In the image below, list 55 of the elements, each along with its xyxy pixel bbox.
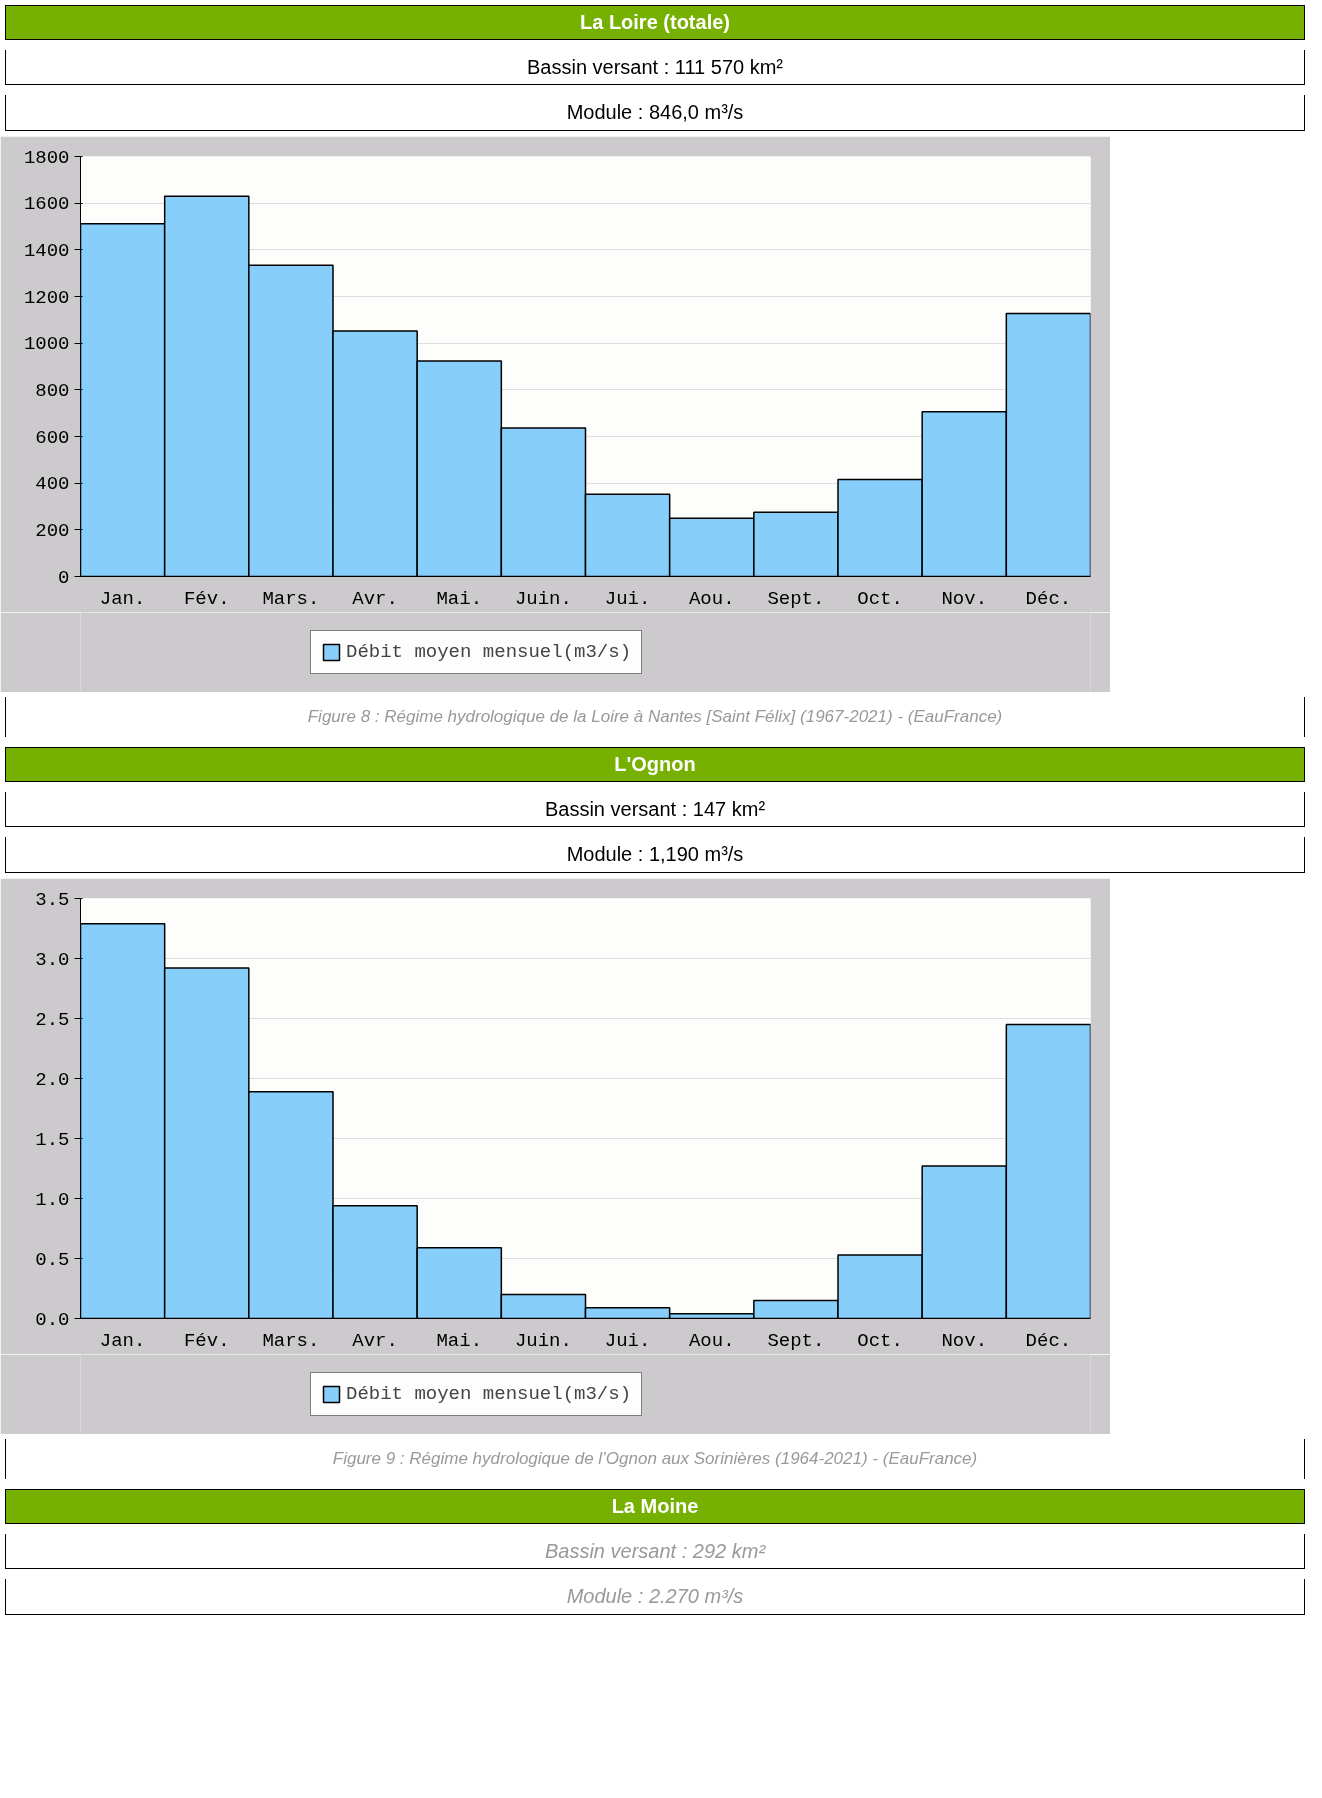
text: Module : 846,0 m³/s [5, 95, 1305, 131]
y-tick-label: 0.5 [35, 1248, 70, 1271]
x-tick-label: Mars. [262, 587, 320, 610]
caption: Figure 9 : Régime hydrologique de l’Ognon aux Sorinières (1964-2021) - (EauFrance) [5, 1438, 1305, 1479]
y-tick-label: 1800 [23, 146, 70, 169]
x-tick-label: Oct. [857, 1329, 903, 1352]
chart-subtitle: Bassin versant : 147 km² [5, 791, 1305, 828]
y-tick-label: 3.0 [35, 948, 70, 971]
y-tick-label: 3.5 [35, 888, 70, 911]
y-tick-label: 200 [35, 519, 70, 542]
x-tick-label: Aou. [688, 1329, 735, 1352]
x-tick-label: Juin. [514, 1329, 572, 1352]
x-tick-label: Fév. [183, 587, 230, 610]
y-tick-label: 1.0 [35, 1188, 70, 1211]
x-tick-label: Nov. [941, 587, 988, 610]
chart-subtitle: Bassin versant : 111 570 km² [5, 49, 1305, 86]
x-tick-label: Mai. [436, 1329, 483, 1352]
x-tick-label: Sept. [767, 587, 825, 610]
x-tick-label: Juin. [514, 587, 572, 610]
x-tick-label: Fév. [183, 1329, 230, 1352]
x-tick-label: Jan. [99, 1329, 146, 1352]
caption: Figure 8 : Régime hydrologique de la Loire à Nantes [Saint Félix] (1967-2021) - (EauFrance) [5, 696, 1305, 737]
legend-label: Débit moyen mensuel(m3/s) [346, 1382, 632, 1405]
y-tick-label: 1200 [23, 286, 70, 309]
y-tick-label: 800 [35, 379, 70, 402]
x-tick-label: Aou. [688, 587, 735, 610]
y-tick-label: 600 [35, 426, 70, 449]
y-tick-label: 2.5 [35, 1008, 70, 1031]
x-tick-label: Déc. [1025, 1329, 1072, 1352]
x-tick-label: Sept. [767, 1329, 825, 1352]
x-tick-label: Avr. [352, 587, 398, 610]
x-tick-label: Mai. [436, 587, 483, 610]
y-tick-label: 1.5 [35, 1128, 70, 1151]
y-tick-label: 0 [58, 566, 70, 589]
y-tick-label: 1600 [23, 192, 70, 215]
x-tick-label: Jui. [604, 587, 651, 610]
chart-title: L'Ognon [5, 746, 1305, 782]
x-tick-label: Avr. [352, 1329, 398, 1352]
x-tick-label: Déc. [1025, 587, 1072, 610]
x-tick-label: Jan. [99, 587, 146, 610]
x-tick-label: Nov. [941, 1329, 988, 1352]
y-tick-label: 0.0 [35, 1308, 70, 1331]
chart-title: La Loire (totale) [5, 5, 1305, 40]
y-tick-label: 2.0 [35, 1068, 70, 1091]
text: La Moine [5, 1488, 1305, 1524]
y-tick-label: 1000 [23, 332, 70, 355]
x-tick-label: Oct. [857, 587, 903, 610]
x-tick-label: Mars. [262, 1329, 320, 1352]
y-tick-label: 400 [35, 472, 70, 495]
text: Module : 2.270 m³/s [5, 1579, 1305, 1615]
y-tick-label: 1400 [23, 239, 70, 262]
text: Bassin versant : 292 km² [5, 1533, 1305, 1570]
text: Module : 1,190 m³/s [5, 837, 1305, 873]
legend-label: Débit moyen mensuel(m3/s) [346, 640, 632, 663]
x-tick-label: Jui. [604, 1329, 651, 1352]
